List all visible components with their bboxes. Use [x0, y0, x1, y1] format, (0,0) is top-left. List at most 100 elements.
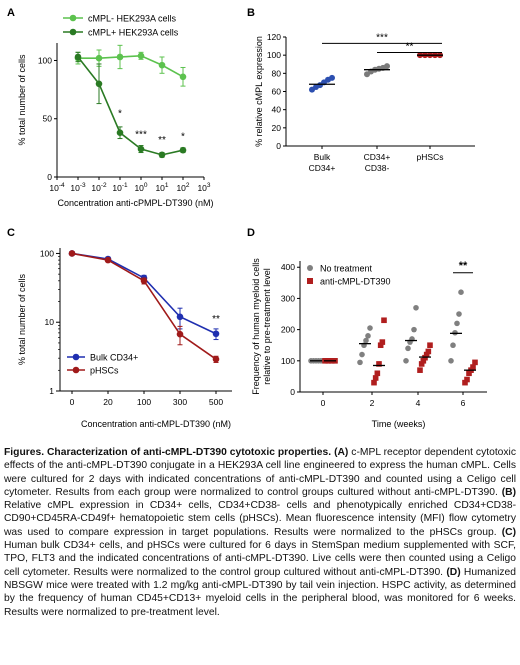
y-tick-label: 300: [281, 293, 295, 303]
x-tick-label: 4: [416, 398, 421, 408]
data-point: [384, 63, 390, 70]
data-point: [329, 74, 335, 81]
data-point: [374, 370, 381, 377]
data-point: [427, 342, 433, 349]
x-tick-label: 100: [137, 397, 151, 407]
legend-label: cMPL- HEK293A cells: [88, 14, 177, 24]
data-point: [454, 320, 460, 327]
y-axis-label: Frequency of human myeloid cells: [251, 258, 261, 395]
caption-heading: Figures. Characterization of anti-cMPL-D…: [4, 447, 332, 458]
y-tick-label: 20: [272, 123, 282, 133]
data-point: [372, 375, 379, 381]
x-tick-label: 10-2: [91, 182, 107, 193]
y-tick-label: 1: [49, 386, 54, 396]
significance-marker: **: [406, 41, 414, 52]
x-tick-label: 100: [134, 182, 147, 193]
series-line-2: [71, 252, 217, 360]
significance-marker: **: [459, 260, 468, 272]
data-point: [371, 379, 377, 386]
data-point: [420, 358, 427, 364]
x-tick-label: 10-4: [49, 182, 65, 193]
x-tick-label: 0: [321, 398, 326, 408]
y-axis-label: relative to pre-treatment level: [262, 268, 272, 385]
data-point: [68, 250, 76, 257]
x-tick-label: CD38-: [365, 163, 390, 173]
legend-marker: [69, 28, 77, 36]
y-tick-label: 200: [281, 325, 295, 335]
x-tick-label: 10-3: [70, 182, 86, 193]
y-tick-label: 100: [40, 248, 54, 258]
data-point: [176, 313, 184, 321]
caption-b-text: Relative cMPL expression in CD34+ cells,…: [4, 500, 516, 538]
series-line-1: [78, 55, 184, 78]
data-point: [418, 361, 425, 367]
legend-marker: [307, 278, 313, 284]
legend-label: anti-cMPL-DT390: [320, 277, 391, 287]
data-point: [450, 342, 456, 349]
data-point: [466, 370, 472, 377]
data-point: [403, 358, 409, 364]
x-tick-label: CD34+: [309, 163, 336, 173]
caption-d-tag: (D): [446, 566, 461, 578]
data-point: [95, 54, 103, 62]
x-axis-label: Concentration anti-cMPL-DT390 (nM): [81, 419, 231, 429]
data-point: [359, 351, 365, 358]
data-point: [158, 61, 166, 69]
data-point: [158, 151, 166, 159]
data-point: [413, 304, 419, 311]
legend-marker: [69, 14, 77, 22]
data-point: [411, 326, 417, 333]
x-tick-label: CD34+: [364, 152, 391, 162]
data-point: [137, 52, 145, 60]
y-tick-label: 400: [281, 262, 295, 272]
x-tick-label: 0: [70, 397, 75, 407]
data-point: [381, 317, 387, 324]
x-tick-label: 500: [209, 397, 223, 407]
figure-caption: Figures. Characterization of anti-cMPL-D…: [4, 446, 516, 619]
data-point: [456, 311, 462, 317]
legend-label: pHSCs: [90, 366, 119, 376]
x-tick-label: 2: [370, 398, 375, 408]
x-tick-label: Bulk: [314, 152, 331, 162]
significance-marker: ***: [376, 32, 388, 43]
y-tick-label: 60: [272, 87, 282, 97]
y-tick-label: 100: [267, 50, 281, 60]
legend-label: Bulk CD34+: [90, 353, 138, 363]
caption-c-tag: (C): [501, 526, 516, 538]
legend-label: No treatment: [320, 264, 373, 274]
caption-d-text: Humanized NBSGW mice were treated with 1…: [4, 566, 516, 618]
data-point: [472, 359, 478, 366]
x-tick-label: 10-1: [112, 182, 128, 193]
y-tick-label: 10: [45, 317, 55, 327]
series-line-1: [71, 252, 217, 335]
caption-a-text: c-MPL receptor dependent cytotoxic effec…: [4, 447, 516, 498]
data-point: [365, 333, 371, 339]
significance-marker: *: [118, 108, 122, 119]
data-point: [405, 345, 411, 352]
x-tick-label: 20: [103, 397, 113, 407]
data-point: [417, 367, 423, 373]
data-point: [357, 359, 363, 366]
x-axis-label: Time (weeks): [372, 419, 426, 429]
significance-marker: *: [181, 132, 185, 143]
data-point: [95, 80, 103, 88]
y-tick-label: 100: [38, 55, 52, 65]
legend-marker: [72, 353, 80, 361]
y-tick-label: 0: [276, 141, 281, 151]
panel-a: A 0 50 100 10-4 10-3 10-2 10-1 100 101 102 103 Conce…: [7, 7, 214, 208]
data-point: [425, 348, 432, 355]
y-tick-label: 0: [47, 172, 52, 182]
y-tick-label: 40: [272, 105, 282, 115]
data-point: [423, 351, 430, 358]
caption-b-tag: (B): [501, 486, 516, 498]
legend-label: cMPL+ HEK293A cells: [88, 28, 179, 38]
legend-marker: [72, 366, 80, 374]
panel-b: B 0 20 40 60 80 100 120% relative cMPL expressi…: [247, 7, 475, 173]
data-point: [448, 358, 454, 364]
y-tick-label: 120: [267, 32, 281, 42]
data-point: [462, 379, 468, 386]
data-point: [116, 53, 124, 61]
data-point: [179, 73, 187, 81]
caption-a-tag: (A): [334, 447, 349, 458]
